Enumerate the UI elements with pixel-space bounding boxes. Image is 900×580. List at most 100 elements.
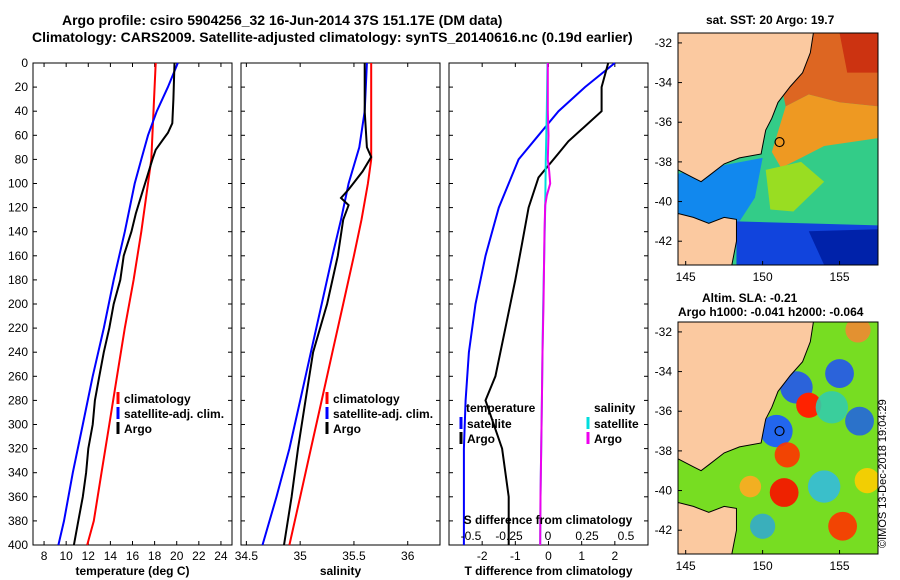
temperature-xlabel: temperature (deg C) xyxy=(75,564,189,578)
sst-lat-tick-label: -38 xyxy=(655,155,673,169)
difference-xtick-label: 1 xyxy=(578,549,585,563)
imos-credit: ©IMOS 13-Dec-2018 19:04:29 xyxy=(877,399,889,548)
sst-lon-tick-label: 155 xyxy=(830,270,850,284)
salinity-plot: 34.5 35 35.5 36 salinity climatologysatellite… xyxy=(235,62,441,578)
sst-profile-marker xyxy=(774,136,785,148)
salinity-legend-label: Argo xyxy=(333,422,361,436)
diff-legend-label: Argo xyxy=(594,432,622,446)
sla-tasmania xyxy=(678,501,737,554)
salinity-axes-frame xyxy=(240,62,441,546)
depth-tick-label: 340 xyxy=(8,466,28,480)
sla-profile-marker xyxy=(774,425,785,437)
depth-tick-label: 380 xyxy=(8,514,28,528)
depth-tick-label: 240 xyxy=(8,345,28,359)
figure-title-line2: Climatology: CARS2009. Satellite-adjuste… xyxy=(32,29,633,45)
temperature-legend-label: satellite-adj. clim. xyxy=(124,407,224,421)
sla-anomaly-blob xyxy=(825,359,854,388)
sla-map-field xyxy=(678,322,878,554)
sst-map-frame xyxy=(677,32,879,266)
temperature-series-satellite-adj--clim- xyxy=(57,62,179,546)
salinity-xtick-label: 34.5 xyxy=(235,549,259,563)
salinity-series-climatology xyxy=(288,63,373,546)
depth-tick-label: 140 xyxy=(8,225,28,239)
difference-xlabel: T difference from climatology xyxy=(464,564,632,578)
sla-lat-tick-label: -42 xyxy=(655,523,673,537)
sla-map-frame xyxy=(677,321,879,555)
sst-lon-tick-label: 145 xyxy=(676,270,696,284)
salinity-xtick-label: 35.5 xyxy=(342,549,366,563)
depth-tick-label: 100 xyxy=(8,177,28,191)
sla-lon-tick-label: 155 xyxy=(830,559,850,573)
sla-map-subtitle: Argo h1000: -0.041 h2000: -0.064 xyxy=(678,305,864,319)
sla-anomaly-blob xyxy=(807,470,841,503)
difference-xtick-label: 0 xyxy=(545,549,552,563)
depth-tick-label: 180 xyxy=(8,273,28,287)
salinity-series-argo xyxy=(283,63,373,546)
sst-mainland xyxy=(678,33,814,183)
diff-top-tick-label: 0.25 xyxy=(575,529,599,543)
sla-anomaly-blob xyxy=(815,391,849,424)
sst-map: -32 -34 -36 -38 -40 -42 145 150 155 xyxy=(655,32,879,284)
sst-hot-region xyxy=(839,33,878,73)
figure-titles: Argo profile: csiro 5904256_32 16-Jun-20… xyxy=(0,0,670,46)
temperature-series-argo xyxy=(72,62,176,546)
difference-xtick-label: -2 xyxy=(477,549,488,563)
sst-lat-tick-label: -34 xyxy=(655,76,673,90)
depth-tick-label: 160 xyxy=(8,249,28,263)
sla-lat-tick-label: -34 xyxy=(655,365,673,379)
sst-lat-tick-label: -40 xyxy=(655,195,673,209)
diff-top-tick-label: -0.25 xyxy=(495,529,523,543)
sla-lat-tick-label: -32 xyxy=(655,325,673,339)
depth-tick-label: 60 xyxy=(15,128,29,142)
sst-lat-tick-label: -42 xyxy=(655,234,673,248)
temperature-plot: 0 20 40 60 80 100 120 140 160 180 200 220 240 260 280 3… xyxy=(8,56,233,578)
sla-lat-tick-label: -38 xyxy=(655,444,673,458)
diff-legend-title-salinity: salinity xyxy=(594,401,636,415)
sla-map-title: Altim. SLA: -0.21 xyxy=(702,291,798,305)
sla-mainland xyxy=(678,322,814,472)
figure-title-line1: Argo profile: csiro 5904256_32 16-Jun-20… xyxy=(62,12,503,28)
sst-map-field xyxy=(678,33,878,265)
salinity-xtick-label: 35 xyxy=(293,549,307,563)
sla-anomaly-blob xyxy=(828,511,858,541)
depth-tick-label: 280 xyxy=(8,393,28,407)
difference-plot: -2 -1 0 1 2T difference from climatology temp… xyxy=(448,62,649,578)
sla-lat-tick-label: -40 xyxy=(655,484,673,498)
sla-anomaly-blob xyxy=(796,392,822,418)
depth-tick-label: 300 xyxy=(8,418,28,432)
diff-legend-label: satellite xyxy=(467,417,512,431)
depth-tick-label: 80 xyxy=(15,152,29,166)
diff-top-tick-label: 0.5 xyxy=(618,529,635,543)
depth-tick-label: 40 xyxy=(15,104,29,118)
difference-series-salinity-argo xyxy=(539,63,552,546)
difference-xtick-label: 2 xyxy=(611,549,618,563)
sst-lat-tick-label: -36 xyxy=(655,115,673,129)
difference-xtick-label: -1 xyxy=(510,549,521,563)
salinity-legend-label: climatology xyxy=(333,392,400,406)
temperature-xtick-label: 22 xyxy=(192,549,206,563)
diff-top-tick-label: -0.5 xyxy=(461,529,482,543)
depth-tick-label: 20 xyxy=(15,80,29,94)
temperature-xtick-label: 16 xyxy=(126,549,140,563)
depth-tick-label: 0 xyxy=(21,56,28,70)
depth-tick-label: 400 xyxy=(8,538,28,552)
sla-anomaly-blob xyxy=(769,478,799,507)
temperature-xtick-label: 20 xyxy=(170,549,184,563)
sla-anomaly-blob xyxy=(774,442,800,468)
sla-anomaly-blob xyxy=(845,406,874,436)
temperature-axes-frame xyxy=(32,62,233,546)
difference-series-temperature-satellite xyxy=(462,62,616,545)
temperature-xtick-label: 18 xyxy=(148,549,162,563)
diff-legend-title-temperature: temperature xyxy=(466,401,536,415)
temperature-series-climatology xyxy=(86,62,157,546)
diff-top-axis-label: S difference from climatology xyxy=(464,513,633,527)
sst-lat-tick-label: -32 xyxy=(655,36,673,50)
diff-legend-label: satellite xyxy=(594,417,639,431)
sla-lat-tick-label: -36 xyxy=(655,404,673,418)
sla-map: -32 -34 -36 -38 -40 -42 145 150 155 xyxy=(655,321,879,573)
depth-tick-label: 320 xyxy=(8,442,28,456)
depth-tick-label: 220 xyxy=(8,321,28,335)
sst-orange-region xyxy=(771,94,878,168)
sla-lon-tick-label: 150 xyxy=(753,559,773,573)
